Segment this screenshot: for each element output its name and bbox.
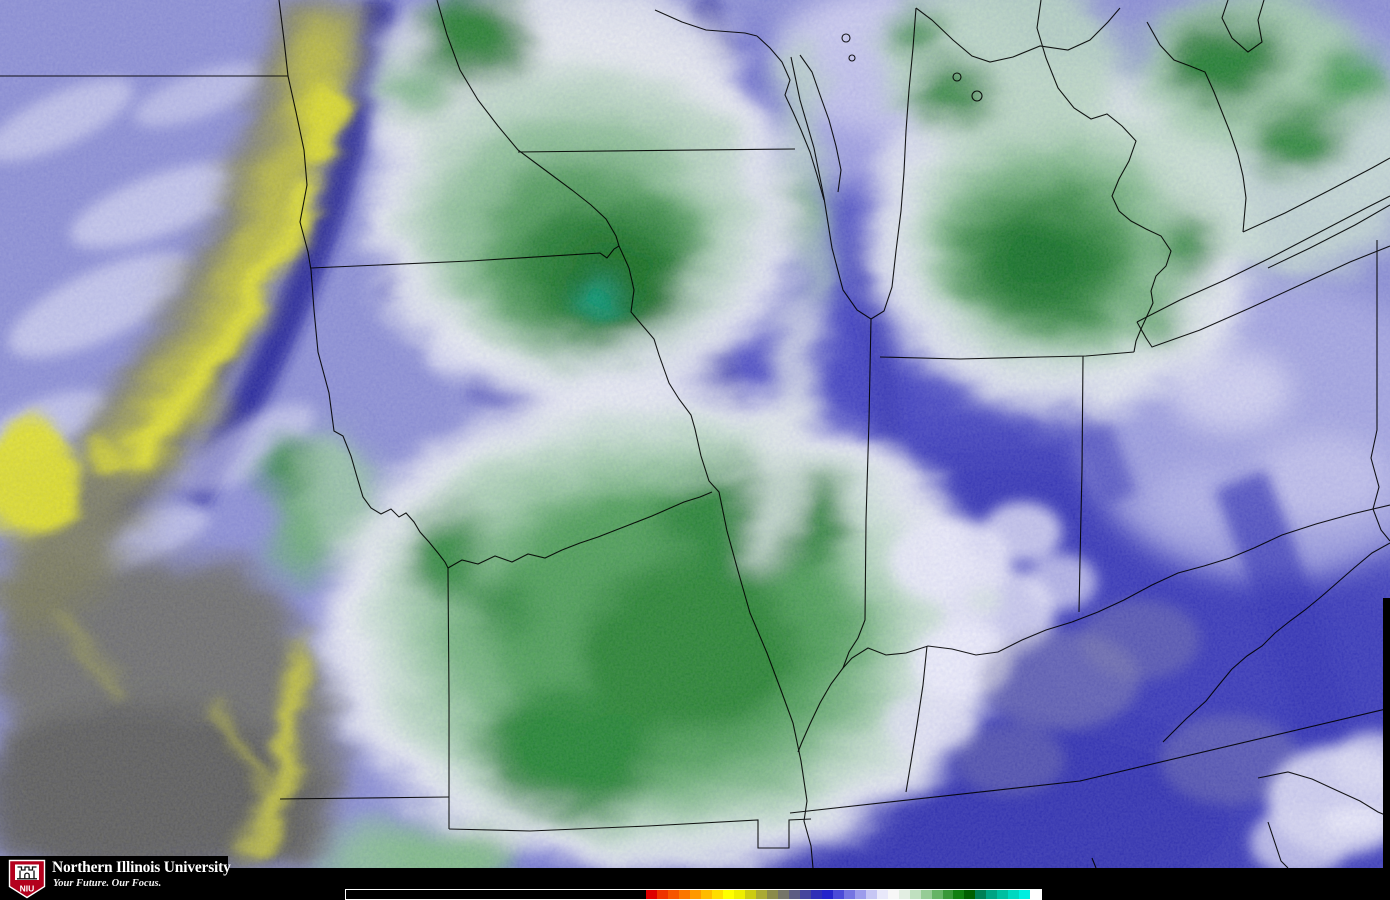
lake-michigan-east-shore bbox=[870, 7, 917, 320]
lake-ontario-shores bbox=[1242, 157, 1390, 269]
river-missouri-across bbox=[447, 491, 713, 569]
colorbar-segment bbox=[909, 890, 921, 899]
border-missouri-river-west bbox=[278, 0, 449, 569]
lake-island bbox=[952, 72, 962, 82]
border-wi-il bbox=[517, 148, 796, 153]
colorbar-segment bbox=[997, 890, 1009, 899]
colorbar-segment bbox=[690, 890, 702, 899]
colorbar-segment bbox=[810, 890, 822, 899]
colorbar-segment bbox=[865, 890, 877, 899]
river-tennessee bbox=[905, 645, 928, 793]
colorbar-segment bbox=[843, 890, 855, 899]
colorbar-segment bbox=[657, 890, 669, 899]
colorbar-segment bbox=[942, 890, 954, 899]
logo-niu-text: NIU bbox=[20, 884, 35, 894]
colorbar-segment bbox=[854, 890, 866, 899]
niu-branding-panel: NIU Northern Illinois University Your Fu… bbox=[0, 856, 231, 900]
door-peninsula bbox=[799, 54, 842, 193]
colorbar-segment bbox=[1030, 890, 1041, 899]
colorbar-segment bbox=[723, 890, 735, 899]
colorbar-segment bbox=[898, 890, 910, 899]
lake-erie-south-shore bbox=[1136, 245, 1390, 348]
state-borders bbox=[0, 0, 1390, 868]
border-ms-al bbox=[1091, 857, 1097, 868]
colorbar-segment bbox=[931, 890, 943, 899]
colorbar-segment bbox=[821, 890, 833, 899]
colorbar-blank bbox=[346, 890, 647, 899]
river-ohio bbox=[797, 504, 1390, 753]
colorbar-segment bbox=[767, 890, 778, 899]
river-mississippi bbox=[436, 0, 814, 868]
colorbar-segment bbox=[734, 890, 746, 899]
colorbar-segment bbox=[799, 890, 811, 899]
lake-michigan-west-shore bbox=[790, 56, 872, 320]
upper-peninsula-shore bbox=[654, 9, 758, 37]
colorbar-segment bbox=[876, 890, 888, 899]
border-il-in bbox=[842, 318, 872, 669]
border-ky-va bbox=[1162, 542, 1390, 743]
colorbar-segment bbox=[646, 890, 658, 899]
upper-peninsula-shore-east bbox=[915, 7, 1121, 63]
colorbar-segment bbox=[887, 890, 899, 899]
border-mi-in-oh bbox=[879, 351, 1135, 360]
colorbar-segment bbox=[745, 890, 757, 899]
border-ia-mo bbox=[310, 245, 620, 269]
border-ks-ok bbox=[279, 796, 450, 800]
lake-island bbox=[971, 90, 983, 102]
border-oh-pa bbox=[1370, 240, 1390, 542]
border-ky-tn bbox=[789, 707, 1390, 814]
colorbar-segment bbox=[920, 890, 932, 899]
university-name: Northern Illinois University bbox=[52, 859, 231, 876]
colorbar bbox=[345, 889, 1042, 900]
lake-erie-north-shore bbox=[1136, 195, 1390, 323]
border-mo-ar bbox=[448, 818, 812, 849]
border-in-oh bbox=[1078, 355, 1084, 613]
border-ks-mo bbox=[447, 567, 450, 829]
colorbar-segment bbox=[1019, 890, 1031, 899]
colorbar-segment bbox=[986, 890, 998, 899]
lake-island bbox=[841, 33, 851, 43]
colorbar-segment bbox=[777, 890, 789, 899]
colorbar-segment bbox=[679, 890, 691, 899]
colorbar-segment bbox=[953, 890, 965, 899]
border-tn-nc bbox=[1257, 771, 1390, 868]
lake-island bbox=[848, 54, 856, 62]
colorbar-segment bbox=[756, 890, 768, 899]
colorbar-segment bbox=[975, 890, 987, 899]
colorbar-segment bbox=[1008, 890, 1020, 899]
georgian-bay-outline bbox=[1146, 0, 1265, 233]
castle-icon bbox=[17, 866, 37, 880]
map-data-edge bbox=[1383, 598, 1390, 868]
university-tagline: Your Future. Our Focus. bbox=[53, 878, 162, 889]
michigan-thumb-outline bbox=[1036, 0, 1172, 353]
colorbar-segment bbox=[964, 890, 976, 899]
niu-logo-shield: NIU bbox=[8, 859, 46, 899]
colorbar-segment bbox=[832, 890, 844, 899]
colorbar-segment bbox=[701, 890, 713, 899]
dark-grain-texture bbox=[0, 0, 1390, 868]
green-bay-shore bbox=[756, 35, 825, 201]
wv-satellite-map bbox=[0, 0, 1390, 868]
colorbar-segment bbox=[788, 890, 800, 899]
colorbar-segment bbox=[712, 890, 724, 899]
colorbar-segment bbox=[668, 890, 680, 899]
colorbar-cells bbox=[346, 890, 1041, 899]
